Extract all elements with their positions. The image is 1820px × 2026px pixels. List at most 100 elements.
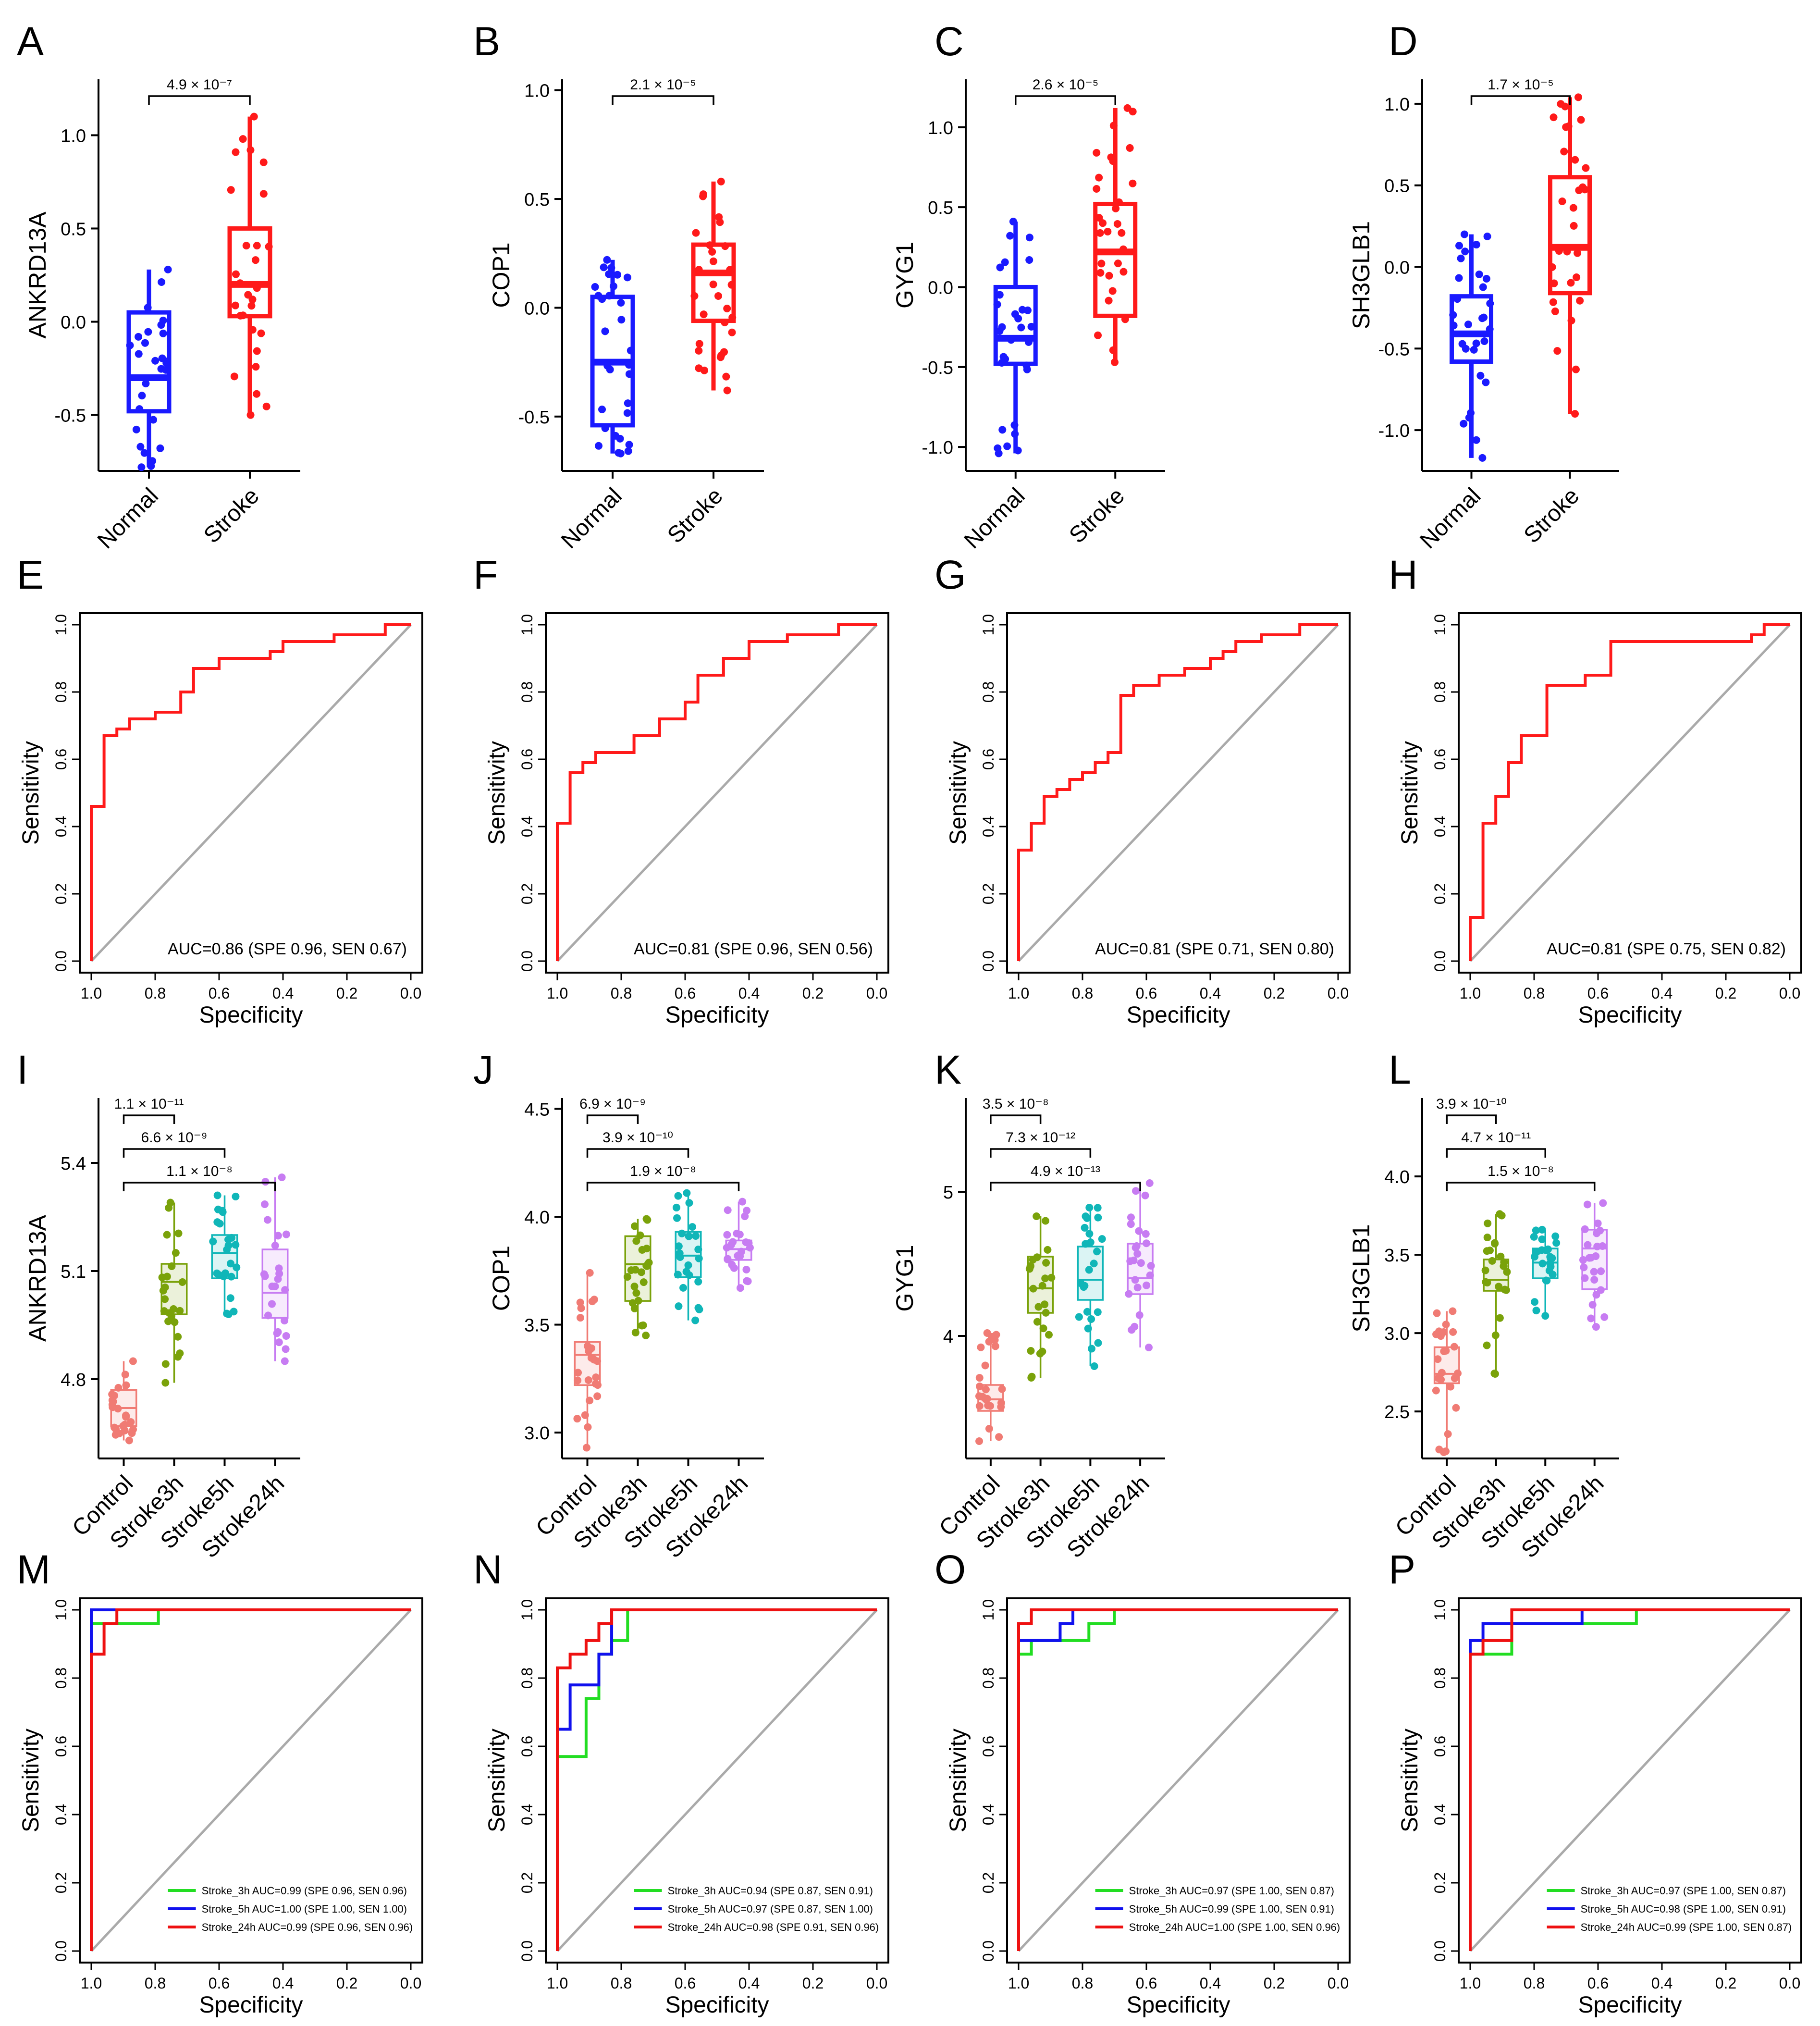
data-point	[1011, 430, 1019, 438]
data-point	[164, 265, 172, 273]
data-point	[1094, 1339, 1102, 1347]
x-tick-label: 0.6	[675, 985, 696, 1002]
data-point	[981, 1361, 989, 1370]
data-point	[1084, 1324, 1092, 1333]
data-point	[271, 1282, 279, 1290]
p-value-label: 1.7 × 10⁻⁵	[1488, 77, 1554, 93]
x-axis-title: Specificity	[199, 1992, 303, 2018]
x-axis-title: Specificity	[665, 1992, 769, 2018]
data-point	[1113, 220, 1121, 228]
y-tick-label: 0.8	[52, 681, 70, 703]
data-point	[1435, 1327, 1443, 1335]
x-tick-label: 0.2	[336, 985, 357, 1002]
data-point	[1133, 1284, 1142, 1292]
data-point	[1486, 299, 1494, 308]
panel-g: 1.0 0.8 0.6 0.4 0.2 0.0 0.0 0.2 0.4 0.6 0.8 1.0 Spec…	[946, 612, 1351, 1028]
data-point	[685, 1199, 693, 1207]
data-point	[714, 292, 722, 300]
x-tick-label: Stroke	[663, 483, 728, 548]
data-point	[694, 1245, 702, 1253]
data-point	[261, 1178, 270, 1186]
bracket-line	[123, 1148, 226, 1158]
data-point	[1131, 1322, 1139, 1331]
data-point	[985, 1337, 993, 1346]
data-point	[156, 444, 164, 452]
data-point	[1041, 1300, 1049, 1309]
data-point	[1561, 102, 1569, 111]
data-point	[1574, 93, 1583, 101]
y-tick-label: 0.6	[518, 749, 536, 770]
bracket-line	[612, 95, 714, 105]
x-tick-label: Normal	[1415, 483, 1486, 554]
legend-label: Stroke_5h AUC=0.98 (SPE 1.00, SEN 0.91)	[1581, 1903, 1786, 1915]
data-point	[1434, 1374, 1442, 1382]
y-axis-title: Sensitivity	[18, 1729, 44, 1832]
p-value-label: 6.6 × 10⁻⁹	[141, 1130, 208, 1146]
data-point	[140, 449, 148, 457]
y-tick-label: 0.2	[980, 1872, 997, 1893]
data-point	[136, 443, 145, 451]
data-point	[1109, 157, 1117, 165]
data-point	[617, 316, 626, 324]
y-axis-title: COP1	[488, 1246, 515, 1311]
data-point	[1025, 1265, 1033, 1273]
data-point	[574, 1376, 582, 1384]
data-point	[689, 1223, 697, 1231]
data-point	[1112, 204, 1120, 212]
x-tick-label: 0.0	[866, 1975, 887, 1992]
data-point	[723, 386, 731, 395]
data-point	[263, 1216, 271, 1224]
data-point	[709, 257, 717, 265]
data-point	[1098, 1235, 1106, 1243]
data-point	[591, 283, 599, 291]
data-point	[1081, 1223, 1089, 1232]
data-point	[252, 363, 260, 371]
data-point	[1042, 1309, 1050, 1317]
data-point	[624, 447, 632, 455]
significance-bracket: 1.1 × 10⁻⁸	[123, 1163, 276, 1191]
box-normal	[126, 265, 172, 471]
data-point	[132, 425, 140, 433]
data-point	[126, 341, 134, 349]
data-point	[122, 1411, 130, 1420]
y-tick-label: 0.8	[980, 681, 997, 703]
p-value-label: 2.1 × 10⁻⁵	[630, 77, 696, 93]
legend-entry: Stroke_24h AUC=1.00 (SPE 1.00, SEN 0.96)	[1095, 1921, 1340, 1933]
roc-curve-stroke_3h	[1017, 1608, 1338, 1951]
data-point	[994, 444, 1002, 452]
data-point	[586, 1396, 594, 1405]
data-point	[122, 1381, 130, 1389]
data-point	[598, 405, 606, 413]
data-point	[695, 340, 703, 348]
panel-letter: A	[17, 19, 44, 64]
panel-b: -0.5 0.0 0.5 1.0 COP1 Normal Stroke 2.1 × 10⁻⁵	[488, 77, 764, 554]
x-tick-label: 0.0	[866, 985, 887, 1002]
data-point	[1444, 1430, 1452, 1438]
data-point	[1142, 1230, 1150, 1238]
legend-label: Stroke_3h AUC=0.97 (SPE 1.00, SEN 0.87)	[1581, 1885, 1786, 1897]
data-point	[1449, 1328, 1457, 1336]
bracket-line	[1446, 1148, 1546, 1158]
y-axis-title: ANKRD13A	[24, 1214, 51, 1342]
y-tick-label: 0.6	[52, 749, 70, 770]
data-point	[632, 1237, 640, 1245]
data-point	[1545, 1267, 1553, 1275]
data-point	[723, 1231, 731, 1239]
data-point	[1600, 1313, 1609, 1321]
panel-letter: E	[17, 552, 44, 597]
data-point	[1472, 339, 1480, 347]
data-point	[724, 1255, 732, 1263]
box-stroke3h	[1481, 1210, 1511, 1378]
data-point	[717, 351, 726, 359]
data-point	[1470, 346, 1478, 354]
data-point	[1042, 1259, 1050, 1267]
chance-diagonal	[1018, 624, 1339, 962]
data-point	[630, 1283, 639, 1291]
data-point	[982, 1395, 990, 1403]
data-point	[1109, 346, 1117, 354]
data-point	[253, 242, 261, 250]
data-point	[233, 1263, 241, 1272]
x-tick-label: 0.4	[1651, 985, 1672, 1002]
x-tick-label: 0.8	[611, 985, 632, 1002]
data-point	[1085, 1230, 1094, 1238]
